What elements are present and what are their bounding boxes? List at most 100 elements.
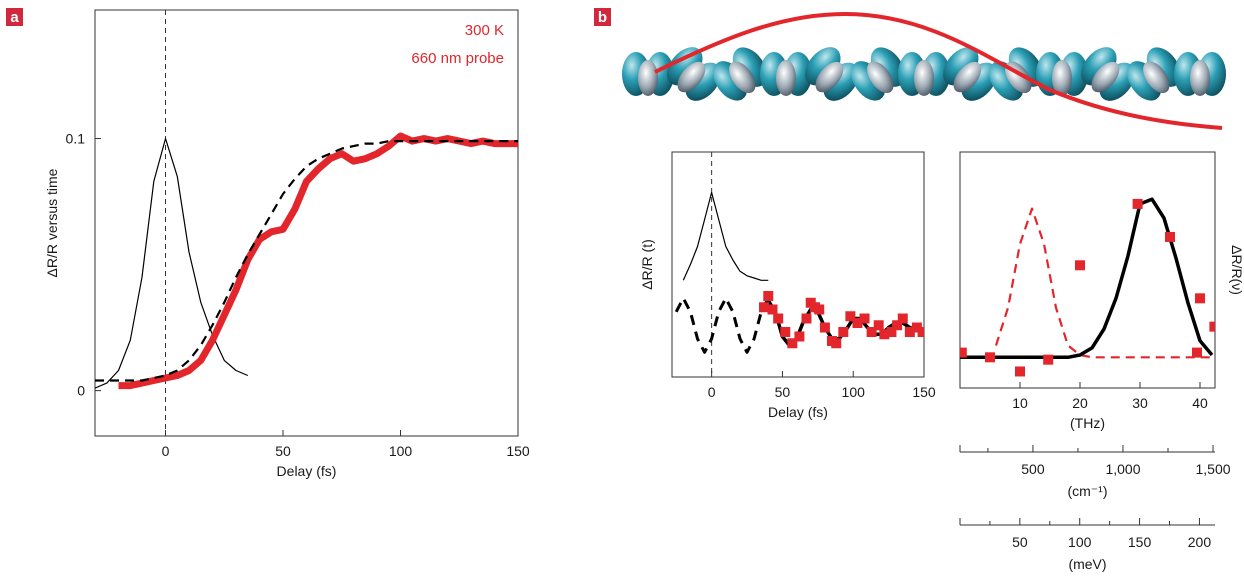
x-tick-label: 1,500 (1195, 461, 1230, 477)
data-line (95, 140, 518, 382)
data-line (994, 207, 1212, 359)
data-point (780, 327, 791, 337)
data-point (879, 329, 890, 340)
ring (677, 61, 706, 93)
x-tick-label: 50 (275, 443, 291, 459)
data-line (682, 191, 769, 281)
secondary-axis-label: (cm⁻¹) (1067, 483, 1107, 499)
data-point (873, 320, 884, 331)
data-point (897, 313, 908, 324)
data-point (794, 331, 805, 342)
panel-label: b (598, 9, 607, 26)
data-line (118, 132, 518, 390)
data-point (1132, 198, 1143, 209)
data-point (985, 352, 995, 363)
data-point (767, 304, 778, 315)
data-point (1195, 293, 1205, 304)
data-point (917, 327, 924, 337)
data-point (787, 338, 798, 349)
data-point (1192, 347, 1202, 358)
plot-frame (959, 151, 1216, 389)
ring (1052, 60, 1072, 96)
molecule (1127, 47, 1181, 101)
x-tick-label: 30 (1132, 395, 1148, 411)
data-point (819, 322, 830, 333)
data-point (1075, 260, 1085, 271)
x-axis-label: (THz) (1070, 415, 1105, 431)
x-tick-label: 100 (1068, 534, 1092, 550)
ring (776, 60, 796, 96)
y-axis-label: ΔR/R versus time (44, 168, 60, 277)
data-point (773, 313, 784, 324)
molecule (1081, 47, 1135, 101)
x-tick-label: 150 (912, 384, 936, 400)
data-point (763, 291, 774, 301)
panel-label: a (10, 9, 19, 26)
data-line (960, 197, 1214, 360)
x-tick-label: 100 (842, 384, 866, 400)
ring (914, 60, 934, 96)
x-tick-label: 50 (1012, 534, 1028, 550)
molecule (851, 47, 905, 101)
data-point (831, 338, 842, 349)
wave-illustration (654, 11, 1223, 130)
molecule (760, 52, 812, 96)
molecule (667, 47, 721, 101)
molecule (1174, 52, 1226, 96)
x-tick-label: 50 (775, 384, 791, 400)
data-point (852, 318, 863, 328)
molecule (943, 47, 997, 101)
annotation: 660 nm probe (411, 50, 504, 67)
ring (1143, 61, 1170, 94)
ring (729, 61, 756, 94)
molecule (1036, 52, 1088, 96)
x-tick-label: 100 (389, 443, 413, 459)
secondary-axis-label: (meV) (1068, 556, 1106, 572)
data-point (1209, 321, 1215, 332)
plot-frame (94, 9, 519, 437)
data-point (886, 327, 897, 337)
ring (1190, 60, 1210, 96)
x-tick-label: 20 (1072, 395, 1088, 411)
ring (867, 61, 894, 94)
ring (1091, 61, 1120, 93)
x-tick-label: 40 (1192, 395, 1208, 411)
ring (953, 61, 982, 93)
molecule (805, 47, 859, 101)
x-axis-label: Delay (fs) (768, 404, 828, 420)
y-tick-label: 0.1 (66, 131, 86, 147)
data-point (904, 327, 915, 337)
panel-label-box (6, 8, 23, 26)
data-point (911, 322, 922, 333)
data-point (801, 313, 812, 324)
data-point (759, 302, 770, 313)
x-tick-label: 500 (1021, 461, 1045, 477)
data-point (1015, 366, 1025, 377)
x-tick-label: 10 (1012, 395, 1028, 411)
data-line (95, 138, 249, 389)
molecule (622, 52, 674, 96)
ring (815, 61, 844, 93)
x-tick-label: 0 (162, 443, 170, 459)
molecule-illustration (622, 47, 1226, 101)
plot-frame (671, 151, 925, 378)
data-line (674, 296, 770, 354)
x-tick-label: 0 (708, 384, 716, 400)
y-axis-label: ΔR/R(ν) (1229, 245, 1244, 295)
data-point (960, 347, 967, 358)
panel-label-box (594, 8, 611, 26)
y-axis-label: ΔR/R (t) (639, 239, 655, 290)
data-point (859, 313, 870, 324)
y-tick-label: 0 (77, 383, 85, 399)
data-point (845, 311, 856, 322)
x-tick-label: 200 (1188, 534, 1212, 550)
data-point (838, 327, 849, 337)
data-point (866, 327, 877, 337)
molecule (898, 52, 950, 96)
annotation: 300 K (465, 22, 504, 39)
data-point (892, 320, 903, 331)
molecule (713, 47, 767, 101)
data-point (1165, 231, 1175, 242)
x-tick-label: 150 (1128, 534, 1152, 550)
